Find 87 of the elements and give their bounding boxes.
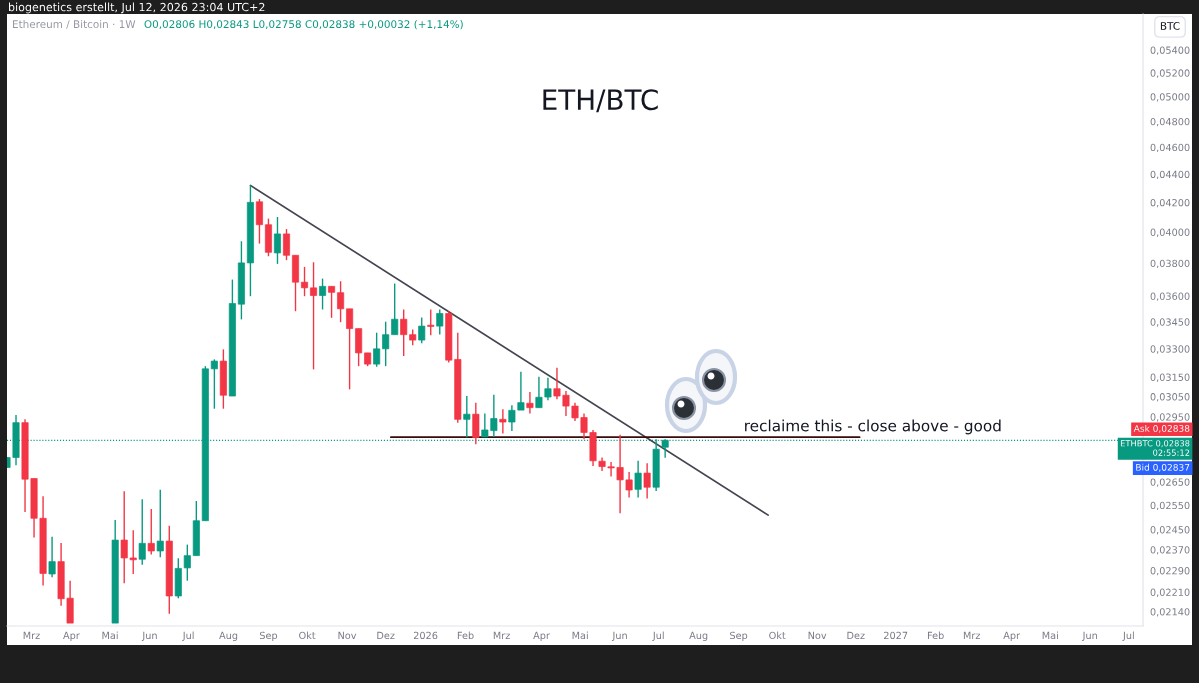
y-tick-label: 0,03050 xyxy=(1150,393,1190,402)
chart-subtitle: Ethereum / Bitcoin · 1W xyxy=(13,19,136,29)
candlestick xyxy=(156,489,164,558)
x-tick-label: Mrz xyxy=(23,631,40,639)
y-tick-label: 0,03450 xyxy=(1150,318,1190,327)
x-tick-label: Mai xyxy=(572,631,588,640)
candlestick xyxy=(337,280,345,323)
candlestick xyxy=(382,320,390,367)
y-tick-label: 0,02140 xyxy=(1150,608,1190,617)
x-tick-label: Aug xyxy=(219,631,238,641)
candlestick xyxy=(391,282,399,336)
x-tick-label: Sep xyxy=(259,631,278,641)
y-tick-label: 0,03800 xyxy=(1150,259,1190,269)
x-tick-label: Mai xyxy=(1042,631,1058,640)
candlestick xyxy=(472,401,480,445)
candlestick xyxy=(436,308,444,336)
x-tick-label: Apr xyxy=(533,631,550,641)
x-tick-label: Jul xyxy=(652,631,664,641)
y-tick-label: 0,02550 xyxy=(1150,501,1190,511)
x-tick-label: Apr xyxy=(63,631,80,641)
candlestick xyxy=(273,216,281,265)
candlestick xyxy=(319,277,327,311)
x-tick-label: Aug xyxy=(689,631,708,641)
candlestick xyxy=(255,198,263,245)
x-tick-label: Jul xyxy=(1122,631,1134,641)
candlestick xyxy=(301,266,309,297)
y-tick-label: 0,05200 xyxy=(1150,69,1190,78)
x-tick-label: Okt xyxy=(299,631,316,640)
x-tick-label: Jul xyxy=(182,631,194,641)
x-tick-label: Nov xyxy=(808,631,827,640)
x-tick-label: Nov xyxy=(338,631,357,640)
y-axis-title: BTC xyxy=(1160,22,1180,30)
y-tick-label: 0,04600 xyxy=(1150,143,1190,153)
y-tick-label: 0,02370 xyxy=(1150,546,1190,555)
y-tick-label: 0,02650 xyxy=(1150,478,1190,487)
candlestick xyxy=(310,261,318,371)
annotation: Ask 0,02838 xyxy=(1133,424,1190,433)
y-tick-label: 0,04800 xyxy=(1150,117,1190,127)
x-tick-label: Jun xyxy=(1082,631,1097,641)
candlestick xyxy=(373,331,381,368)
y-tick-label: 0,03150 xyxy=(1150,373,1190,382)
candlestick xyxy=(48,536,56,578)
x-tick-label: Mrz xyxy=(963,631,981,639)
y-tick-label: 0,04000 xyxy=(1150,228,1190,237)
candlestick xyxy=(418,316,426,345)
ref-line-label: ETHBTC 0,02838 02:55:12 xyxy=(1120,440,1190,456)
y-tick-label: 0,02290 xyxy=(1150,567,1190,576)
candlestick xyxy=(643,462,651,500)
y-tick-label: 0,03300 xyxy=(1150,345,1190,354)
x-tick-label: Mrz xyxy=(493,631,510,639)
text: ETH/BTC xyxy=(543,89,658,113)
candlestick xyxy=(147,508,155,556)
x-tick-label: Okt xyxy=(769,631,786,640)
x-tick-label: 2026 xyxy=(413,631,438,640)
y-tick-label: 0,02210 xyxy=(1150,588,1190,597)
candlestick xyxy=(427,308,435,336)
y-tick-label: 0,05400 xyxy=(1150,46,1190,55)
x-tick-label: Dez xyxy=(847,631,865,640)
annotation: O0,02806 H0,02843 L0,02758 C0,02838 +0,00032 (+1,14%) xyxy=(144,19,463,30)
x-tick-label: Apr xyxy=(1003,631,1021,641)
x-tick-label: Mai xyxy=(102,631,118,640)
y-tick-label: 0,05000 xyxy=(1150,93,1190,102)
candlestick xyxy=(138,498,146,566)
y-tick-label: 0,04200 xyxy=(1150,198,1190,208)
y-tick-label: 0,02950 xyxy=(1150,413,1190,422)
x-tick-label: Jun xyxy=(611,631,627,641)
y-tick-label: 0,02450 xyxy=(1150,526,1190,535)
candlestick xyxy=(210,358,218,410)
candlestick xyxy=(463,395,471,439)
text: biogenetics erstellt, Jul 12, 2026 23:04 UTC+2 xyxy=(9,2,265,14)
y-tick-label: 0,03600 xyxy=(1150,292,1190,301)
candlestick xyxy=(346,308,354,391)
candlestick xyxy=(634,460,642,499)
candlestick xyxy=(526,391,534,415)
x-tick-label: Feb xyxy=(927,631,944,640)
candlestick xyxy=(183,543,191,582)
x-tick-label: 2027 xyxy=(884,631,908,640)
x-tick-label: Feb xyxy=(457,631,474,640)
candlestick xyxy=(499,408,507,435)
x-tick-label: Sep xyxy=(730,631,748,641)
candlestick xyxy=(282,228,290,261)
candlestick xyxy=(328,285,336,319)
x-tick-label: Dez xyxy=(377,631,395,640)
x-tick-label: Jun xyxy=(141,631,157,641)
y-tick-label: 0,04400 xyxy=(1150,170,1190,180)
annotation: Bid 0,02837 xyxy=(1136,463,1190,472)
annotation: reclaime this - close above - good xyxy=(745,419,1001,435)
